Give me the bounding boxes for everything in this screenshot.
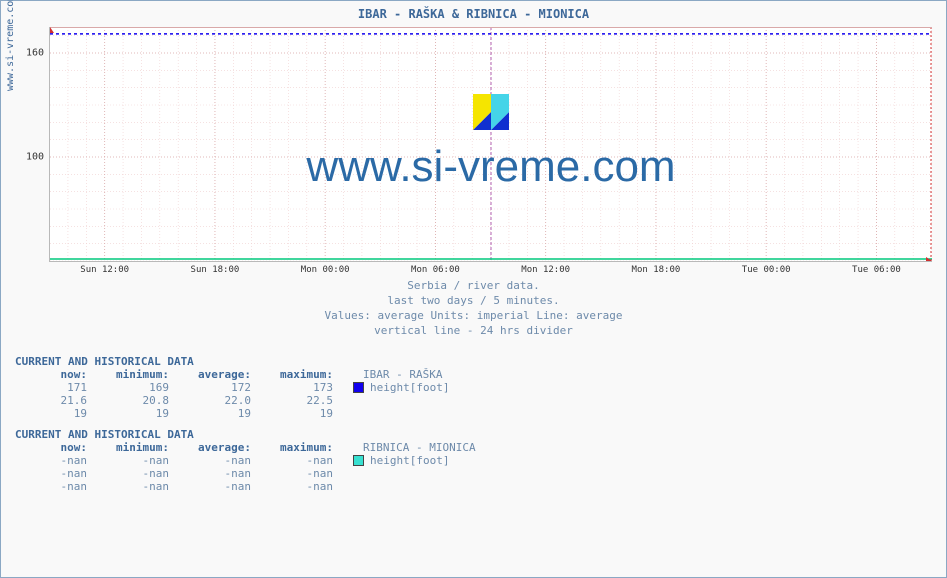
table-header: CURRENT AND HISTORICAL DATA <box>15 355 553 368</box>
table-cell: 19 <box>15 407 97 420</box>
legend-entry: height[foot] <box>343 381 533 394</box>
legend-label: height[foot] <box>370 454 449 467</box>
y-tick-label: 100 <box>26 152 44 163</box>
legend-label: height[foot] <box>370 381 449 394</box>
table-cell: 19 <box>261 407 343 420</box>
series-label: IBAR - RAŠKA <box>343 368 553 381</box>
y-tick-label: 160 <box>26 48 44 59</box>
table-cell: -nan <box>15 467 97 480</box>
table-column-headers: now:minimum:average:maximum:RIBNICA - MI… <box>15 441 553 454</box>
table-cell: 21.6 <box>15 394 97 407</box>
table-cell: 173 <box>261 381 343 394</box>
col-avg: average: <box>179 368 261 381</box>
x-tick-label: Sun 12:00 <box>80 265 129 275</box>
x-tick-label: Mon 00:00 <box>301 265 350 275</box>
col-min: minimum: <box>97 368 179 381</box>
legend-swatch-icon <box>353 455 364 466</box>
x-tick-label: Tue 06:00 <box>852 265 901 275</box>
table-row: 19191919 <box>15 407 553 420</box>
x-tick-label: Mon 12:00 <box>521 265 570 275</box>
watermark-text: www.si-vreme.com <box>306 142 675 192</box>
table-cell: 19 <box>179 407 261 420</box>
x-tick-label: Sun 18:00 <box>191 265 240 275</box>
table-cell: -nan <box>261 467 343 480</box>
table-cell: -nan <box>97 480 179 493</box>
table-cell: 169 <box>97 381 179 394</box>
chart-caption: Serbia / river data. last two days / 5 m… <box>1 279 946 338</box>
table-cell: -nan <box>261 480 343 493</box>
table-cell: 172 <box>179 381 261 394</box>
table-row: 21.620.822.022.5 <box>15 394 553 407</box>
table-cell: -nan <box>97 454 179 467</box>
table-cell: -nan <box>15 454 97 467</box>
data-tables: CURRENT AND HISTORICAL DATAnow:minimum:a… <box>15 347 553 493</box>
legend-swatch-icon <box>353 382 364 393</box>
table-row: -nan-nan-nan-nan <box>15 467 553 480</box>
caption-line: Serbia / river data. <box>1 279 946 294</box>
col-now: now: <box>15 441 97 454</box>
chart-container: IBAR - RAŠKA & RIBNICA - MIONICA www.si-… <box>0 0 947 578</box>
series-label: RIBNICA - MIONICA <box>343 441 553 454</box>
table-column-headers: now:minimum:average:maximum:IBAR - RAŠKA <box>15 368 553 381</box>
col-max: maximum: <box>261 441 343 454</box>
table-row: -nan-nan-nan-nan <box>15 480 553 493</box>
plot-area: www.si-vreme.com 100160Sun 12:00Sun 18:0… <box>49 27 932 262</box>
watermark-logo-icon <box>473 94 509 130</box>
x-tick-label: Mon 18:00 <box>632 265 681 275</box>
caption-line: last two days / 5 minutes. <box>1 294 946 309</box>
table-cell: 19 <box>97 407 179 420</box>
table-cell: -nan <box>179 467 261 480</box>
table-cell: 171 <box>15 381 97 394</box>
col-max: maximum: <box>261 368 343 381</box>
table-cell: -nan <box>15 480 97 493</box>
x-tick-label: Mon 06:00 <box>411 265 460 275</box>
table-cell: 22.5 <box>261 394 343 407</box>
legend-entry: height[foot] <box>343 454 533 467</box>
table-row: 171169172173 height[foot] <box>15 381 553 394</box>
col-avg: average: <box>179 441 261 454</box>
col-now: now: <box>15 368 97 381</box>
table-row: -nan-nan-nan-nanheight[foot] <box>15 454 553 467</box>
caption-line: vertical line - 24 hrs divider <box>1 324 946 339</box>
col-min: minimum: <box>97 441 179 454</box>
table-cell: -nan <box>261 454 343 467</box>
chart-title: IBAR - RAŠKA & RIBNICA - MIONICA <box>1 7 946 21</box>
y-side-label: www.si-vreme.com <box>5 0 16 91</box>
table-cell: -nan <box>97 467 179 480</box>
table-cell: 22.0 <box>179 394 261 407</box>
caption-line: Values: average Units: imperial Line: av… <box>1 309 946 324</box>
table-cell: 20.8 <box>97 394 179 407</box>
table-cell: -nan <box>179 454 261 467</box>
x-tick-label: Tue 00:00 <box>742 265 791 275</box>
table-cell: -nan <box>179 480 261 493</box>
table-header: CURRENT AND HISTORICAL DATA <box>15 428 553 441</box>
